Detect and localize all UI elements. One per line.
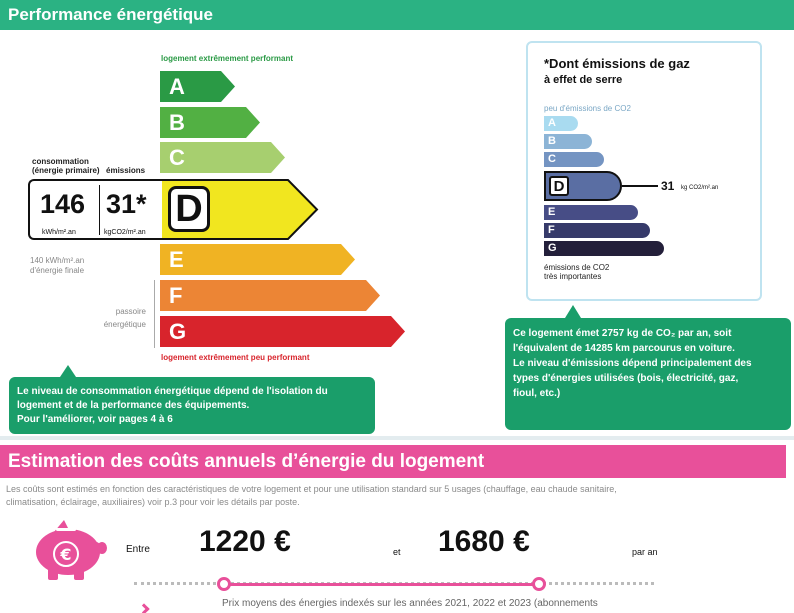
energy-class-b: B bbox=[160, 107, 260, 138]
ghg-class-d-letter: D bbox=[549, 176, 569, 196]
and-label: et bbox=[393, 547, 401, 557]
consumption-label: consommation (énergie primaire) bbox=[32, 157, 100, 175]
ghg-note-line4: types d'énergies utilisées (bois, électr… bbox=[513, 373, 739, 384]
ghg-title-line1: *Dont émissions de gaz bbox=[544, 56, 690, 71]
energy-class-e: E bbox=[160, 244, 355, 275]
ghg-card: *Dont émissions de gaz à effet de serre … bbox=[526, 41, 762, 301]
piggy-bank-euro-icon: € bbox=[26, 516, 108, 584]
energy-note-line1: Le niveau de consommation énergétique dé… bbox=[17, 386, 328, 397]
emissions-label: émissions bbox=[106, 166, 146, 175]
ghg-title-line2: à effet de serre bbox=[544, 74, 623, 86]
ghg-note-box: Ce logement émet 2757 kg de CO₂ par an, … bbox=[505, 318, 791, 430]
scale-top-label: logement extrêmement performant bbox=[161, 54, 294, 63]
consumption-label-line1: consommation bbox=[32, 157, 89, 166]
ghg-unit: kg CO2/m².an bbox=[681, 185, 719, 191]
emissions-unit: kgCO2/m².an bbox=[104, 229, 146, 236]
performance-header: Performance énergétique bbox=[0, 0, 794, 30]
cost-low-value: 1220 € bbox=[199, 525, 291, 558]
emissions-value: 31* bbox=[106, 189, 147, 219]
cost-range-high-handle bbox=[532, 577, 546, 591]
energy-class-d-current: D bbox=[160, 179, 319, 240]
scale-bottom-label: logement extrêmement peu performant bbox=[161, 353, 310, 362]
energy-note-box: Le niveau de consommation énergétique dé… bbox=[9, 377, 375, 434]
costs-description-line2: climatisation, éclairage, auxiliaires) v… bbox=[6, 497, 300, 507]
chevron-right-icon bbox=[138, 603, 150, 613]
cost-range-low-handle bbox=[217, 577, 231, 591]
between-label: Entre bbox=[126, 544, 150, 555]
costs-title: Estimation des coûts annuels d’énergie d… bbox=[8, 451, 485, 472]
passoire-line2: énergétique bbox=[103, 320, 146, 329]
energy-class-d-letter: D bbox=[168, 186, 210, 232]
ghg-class-g: G bbox=[544, 241, 664, 256]
consumption-unit: kWh/m².an bbox=[42, 229, 76, 236]
consumption-value-box: 146 kWh/m².an 31* kgCO2/m².an bbox=[28, 179, 162, 240]
passoire-line1: passoire bbox=[115, 307, 146, 316]
ghg-scale-bottom-line1: émissions de CO2 bbox=[544, 263, 610, 272]
cost-high-value: 1680 € bbox=[438, 525, 530, 558]
ghg-class-d-current: D bbox=[544, 171, 622, 201]
passoire-bracket bbox=[154, 280, 155, 348]
final-energy-line2: d'énergie finale bbox=[30, 266, 85, 275]
energy-class-a: A bbox=[160, 71, 235, 102]
cost-range-fill bbox=[224, 583, 540, 586]
final-energy-line1: 140 kWh/m².an bbox=[30, 256, 85, 265]
ghg-class-e: E bbox=[544, 205, 638, 220]
ghg-scale-bottom: émissions de CO2 très importantes bbox=[544, 263, 609, 281]
ghg-class-c: C bbox=[544, 152, 604, 167]
value-box-divider bbox=[99, 185, 100, 235]
costs-description-line1: Les coûts sont estimés en fonction des c… bbox=[6, 484, 617, 494]
performance-title: Performance énergétique bbox=[8, 5, 214, 24]
energy-class-g: G bbox=[160, 316, 405, 347]
ghg-note-line5: fioul, etc.) bbox=[513, 388, 561, 399]
ghg-value: 31 bbox=[661, 179, 675, 193]
ghg-scale-bottom-line2: très importantes bbox=[544, 272, 602, 281]
svg-text:€: € bbox=[59, 545, 71, 564]
final-energy: 140 kWh/m².an d'énergie finale bbox=[30, 256, 84, 276]
costs-header: Estimation des coûts annuels d’énergie d… bbox=[0, 445, 786, 478]
ghg-class-b: B bbox=[544, 134, 592, 149]
prices-note: Prix moyens des énergies indexés sur les… bbox=[222, 598, 598, 609]
section-separator bbox=[0, 436, 794, 440]
consumption-label-line2: (énergie primaire) bbox=[32, 166, 100, 175]
ghg-pointer-line bbox=[622, 185, 658, 187]
passoire-label: passoire énergétique bbox=[96, 305, 146, 331]
per-year-label: par an bbox=[632, 547, 658, 557]
ghg-class-a: A bbox=[544, 116, 578, 131]
energy-note-line2: logement et de la performance des équipe… bbox=[17, 400, 250, 411]
energy-class-c: C bbox=[160, 142, 285, 173]
ghg-class-f: F bbox=[544, 223, 650, 238]
energy-note-line3: Pour l'améliorer, voir pages 4 à 6 bbox=[17, 414, 173, 425]
ghg-scale-top: peu d'émissions de CO2 bbox=[544, 104, 631, 113]
energy-note-pointer bbox=[60, 365, 76, 377]
ghg-note-line3: Le niveau d'émissions dépend principalem… bbox=[513, 358, 752, 369]
energy-class-f: F bbox=[160, 280, 380, 311]
costs-description: Les coûts sont estimés en fonction des c… bbox=[6, 483, 792, 509]
ghg-title: *Dont émissions de gaz à effet de serre bbox=[544, 55, 690, 89]
ghg-note-line2: l'équivalent de 14285 km parcourus en vo… bbox=[513, 343, 735, 354]
ghg-note-pointer bbox=[565, 305, 581, 318]
ghg-note-line1: Ce logement émet 2757 kg de CO₂ par an, … bbox=[513, 328, 732, 339]
consumption-value: 146 bbox=[40, 189, 86, 219]
